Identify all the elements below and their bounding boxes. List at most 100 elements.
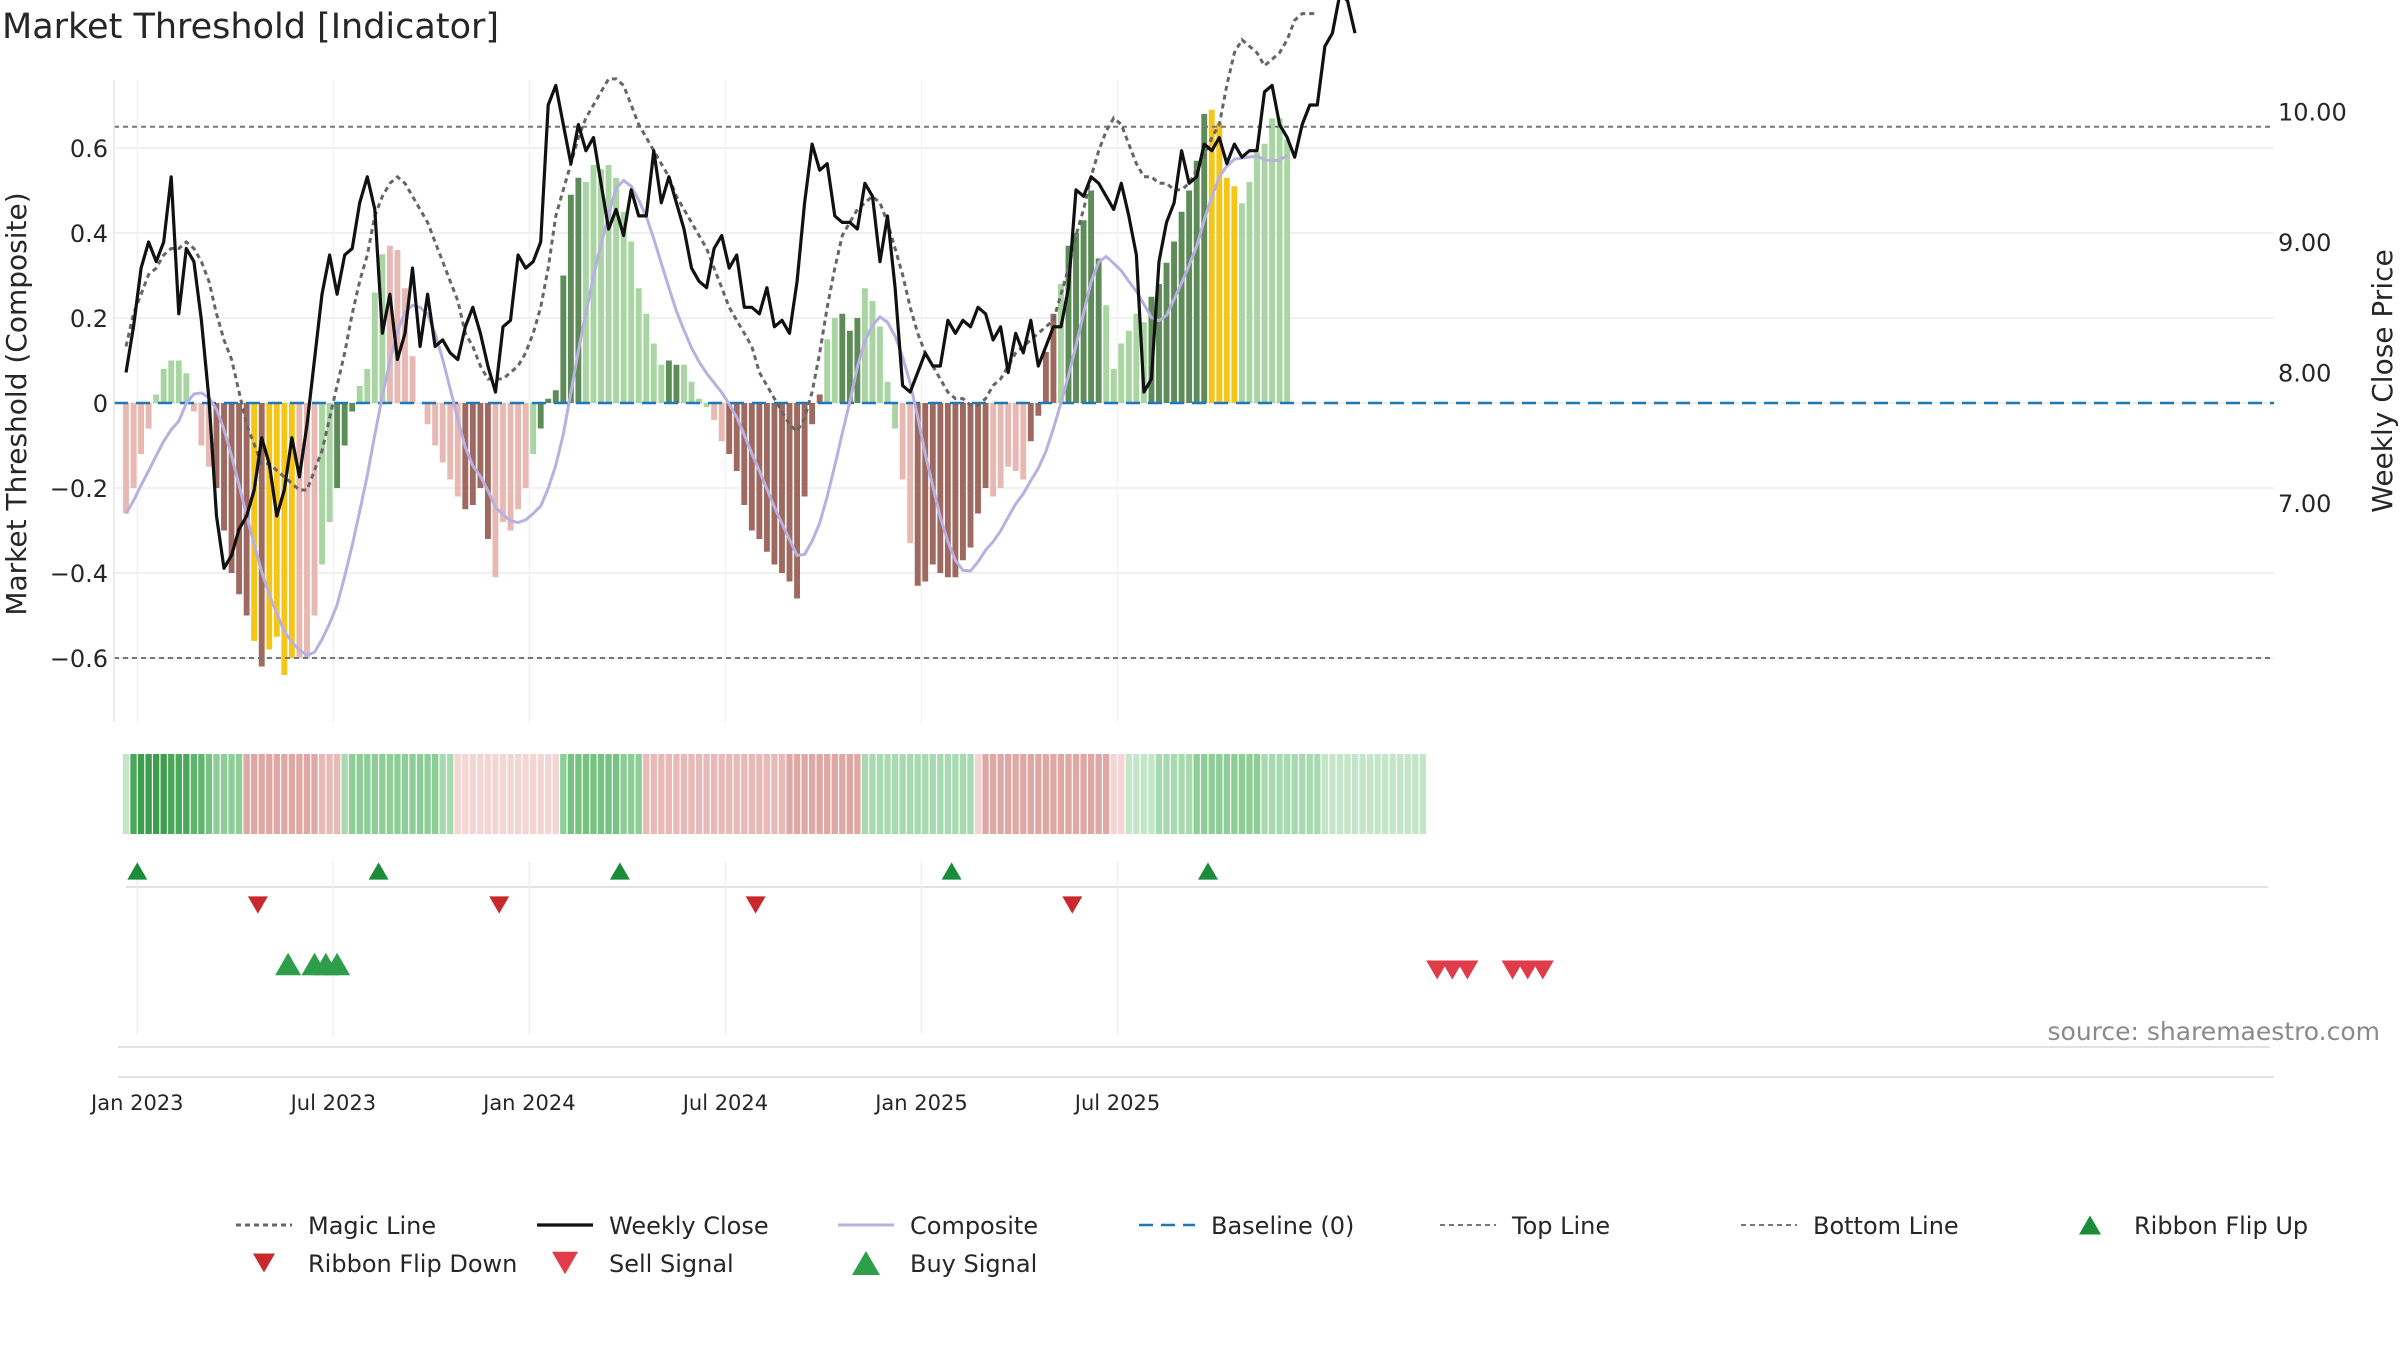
- composite-bar: [779, 403, 785, 573]
- ribbon-segment: [997, 754, 1004, 834]
- ribbon-segment: [205, 754, 213, 834]
- ribbon-segment: [371, 754, 378, 834]
- composite-bar: [846, 330, 853, 403]
- composite-bar: [371, 292, 378, 403]
- ribbon-segment: [1291, 754, 1298, 834]
- composite-bar: [530, 403, 537, 454]
- ribbon-segment: [1299, 754, 1306, 834]
- composite-line: [124, 154, 1289, 657]
- composite-bar: [892, 403, 899, 429]
- ribbon-segment: [1329, 754, 1336, 834]
- ribbon-segment: [1223, 754, 1230, 834]
- composite-bar: [643, 313, 650, 403]
- ribbon-segment: [597, 754, 605, 834]
- legend-item: Buy Signal: [852, 1250, 1037, 1278]
- composite-bar: [386, 245, 393, 403]
- ribbon-segment: [1080, 754, 1087, 834]
- composite-bar: [1223, 177, 1230, 403]
- ribbon-flip-up-marker: [609, 862, 630, 880]
- ribbon-segment: [296, 754, 303, 834]
- composite-bar: [311, 403, 318, 616]
- composite-bar: [726, 403, 733, 454]
- ribbon-segment: [537, 754, 544, 834]
- ribbon-segment: [1012, 754, 1019, 834]
- composite-bar: [990, 403, 997, 497]
- ribbon-segment: [1351, 754, 1359, 834]
- composite-bar: [1133, 313, 1140, 403]
- legend-item: Composite: [838, 1212, 1038, 1240]
- ribbon-segment: [846, 754, 853, 834]
- ribbon-segment: [628, 754, 635, 834]
- ribbon-segment: [778, 754, 786, 834]
- source-label: source: sharemaestro.com: [2048, 1017, 2381, 1046]
- legend-item: Bottom Line: [1741, 1212, 1959, 1240]
- composite-bar: [138, 403, 145, 454]
- composite-bar: [1193, 160, 1200, 403]
- ribbon-segment: [733, 754, 740, 834]
- signals-layer: [118, 862, 2274, 1078]
- composite-bar: [1276, 118, 1283, 403]
- ribbon-segment: [416, 754, 424, 834]
- buy-signal-marker: [275, 952, 302, 976]
- composite-bar: [1171, 241, 1177, 403]
- composite-bar: [266, 403, 273, 650]
- composite-bar: [424, 403, 431, 425]
- ribbon-segment: [952, 754, 959, 834]
- composite-bar: [620, 211, 627, 403]
- composite-bar: [1073, 233, 1079, 403]
- composite-bar: [922, 403, 929, 582]
- ribbon-segment: [869, 754, 876, 834]
- composite-bar: [469, 403, 476, 505]
- ribbon-segment: [1374, 754, 1381, 834]
- ribbon-segment: [748, 754, 755, 834]
- ribbon-segment: [507, 754, 514, 834]
- composite-bar: [960, 403, 966, 561]
- ribbon-segment: [235, 754, 243, 834]
- composite-bar: [658, 364, 665, 403]
- composite-bar: [213, 403, 220, 488]
- composite-bar: [839, 313, 846, 403]
- ribbon-segment: [1253, 754, 1261, 834]
- x-tick-label: Jan 2023: [89, 1091, 184, 1115]
- composite-bar: [583, 182, 589, 403]
- composite-bar: [575, 177, 582, 403]
- ribbon-segment: [1216, 754, 1223, 834]
- ribbon-segment: [220, 754, 228, 834]
- composite-bar: [982, 403, 989, 488]
- legend-label: Baseline (0): [1211, 1212, 1354, 1240]
- y2-tick-label: 7.00: [2278, 490, 2331, 518]
- ribbon-segment: [522, 754, 529, 834]
- ribbon-segment: [469, 754, 476, 834]
- ribbon-segment: [876, 754, 884, 834]
- legend-label: Buy Signal: [910, 1250, 1037, 1278]
- ribbon-segment: [145, 754, 152, 834]
- composite-bar: [326, 403, 333, 522]
- legend: Magic Line Weekly Close Composite Baseline …: [236, 1212, 2308, 1278]
- ribbon-segment: [824, 754, 831, 834]
- composite-bar: [1208, 109, 1215, 403]
- ribbon-segment: [688, 754, 695, 834]
- composite-bar: [907, 403, 914, 544]
- ribbon-segment: [409, 754, 416, 834]
- composite-bar: [273, 403, 280, 637]
- y2-tick-label: 10.00: [2278, 99, 2347, 127]
- ribbon-segment: [288, 754, 296, 834]
- ribbon-segment: [1103, 754, 1110, 834]
- composite-bar: [1261, 143, 1268, 403]
- composite-bar: [567, 194, 574, 403]
- legend-label: Weekly Close: [609, 1212, 769, 1240]
- composite-bar: [718, 403, 725, 442]
- ribbon-segment: [356, 754, 363, 834]
- y-tick-label: −0.2: [50, 475, 108, 503]
- composite-bar: [1065, 245, 1072, 403]
- composite-bar: [1125, 330, 1132, 403]
- ribbon-segment: [484, 754, 492, 834]
- composite-bar: [831, 318, 838, 403]
- composite-bar: [484, 403, 491, 539]
- ribbon-segment: [266, 754, 273, 834]
- composite-bar: [1012, 403, 1019, 471]
- composite-bar: [1216, 122, 1223, 403]
- ribbon-segment: [899, 754, 906, 834]
- ribbon-segment: [650, 754, 657, 834]
